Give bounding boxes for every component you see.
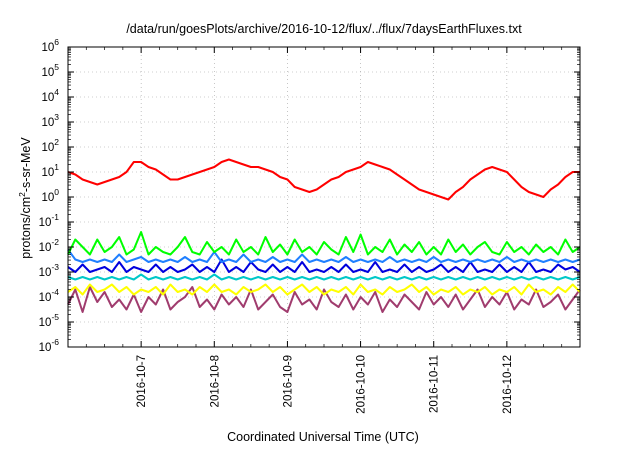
y-tick-label: 102: [41, 137, 59, 154]
x-axis-label: Coordinated Universal Time (UTC): [227, 430, 419, 444]
x-tick-labels: 2016-10-7 2016-10-8 2016-10-9 2016-10-10 201…: [136, 355, 514, 414]
y-tick-label: 10-1: [39, 212, 60, 229]
series-layer: [67, 158, 581, 313]
axes: [67, 46, 581, 348]
y-axis-label: protons/cm2-s-sr-MeV: [17, 137, 33, 259]
svg-text:protons/cm2-s-sr-MeV: protons/cm2-s-sr-MeV: [17, 137, 33, 259]
x-tick-label: 2016-10-10: [356, 355, 368, 414]
y-tick-label: 101: [41, 162, 59, 179]
y-tick-labels: 10-6 10-5 10-4 10-3 10-2 10-1 100 101 102 103 104 1…: [39, 37, 60, 354]
plot-frame: [67, 46, 581, 348]
series-line-3: [67, 258, 581, 273]
series-line-6: [67, 286, 581, 313]
y-tick-label: 10-2: [39, 237, 60, 254]
y-tick-label: 100: [41, 187, 59, 204]
x-tick-label: 2016-10-8: [209, 355, 221, 407]
y-axis-label-main: protons/cm: [19, 197, 33, 259]
chart-title: /data/run/goesPlots/archive/2016-10-12/f…: [126, 22, 522, 36]
y-axis-label-rest: -s-sr-MeV: [19, 137, 33, 193]
series-line-0: [67, 158, 580, 201]
grid: [68, 47, 580, 347]
y-tick-label: 105: [41, 62, 59, 79]
y-tick-label: 10-5: [39, 312, 60, 329]
series-line-5: [67, 283, 581, 296]
series-line-2: [67, 248, 581, 263]
y-tick-label: 10-6: [39, 337, 60, 354]
y-tick-label: 10-4: [39, 287, 60, 304]
y-tick-label: 10-3: [39, 262, 60, 279]
x-tick-label: 2016-10-11: [429, 355, 441, 413]
x-tick-label: 2016-10-7: [136, 355, 148, 407]
series-line-1: [67, 231, 581, 256]
y-tick-label: 106: [41, 37, 59, 54]
x-tick-label: 2016-10-9: [282, 355, 294, 407]
series-line-4: [67, 273, 581, 281]
y-axis-label-sup: 2: [17, 192, 27, 197]
y-tick-label: 104: [41, 87, 59, 104]
y-tick-label: 103: [41, 112, 59, 129]
x-tick-label: 2016-10-12: [502, 355, 514, 414]
